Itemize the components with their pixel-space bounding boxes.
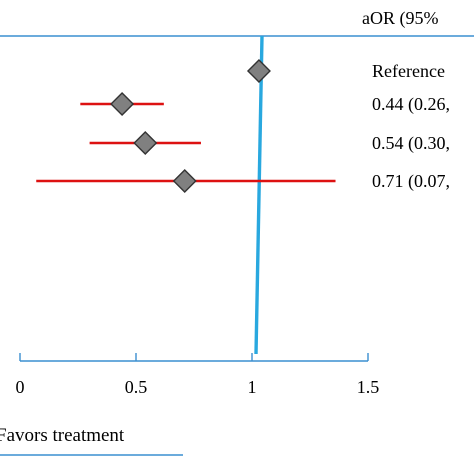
favors-area: Favors treatment xyxy=(0,425,183,456)
tick-label: 1 xyxy=(248,377,257,397)
column-header: aOR (95% xyxy=(362,8,438,29)
reference-line xyxy=(254,35,264,355)
estimate-marker xyxy=(110,92,135,116)
estimate-label: 0.44 (0.26, xyxy=(372,94,450,115)
tick-label: 1.5 xyxy=(357,377,380,397)
x-axis: 0 0.5 1 1.5 xyxy=(16,353,380,397)
favors-label: Favors treatment xyxy=(0,425,125,446)
reference-line-group xyxy=(254,35,264,355)
estimate-marker xyxy=(246,59,271,83)
estimate-label: 0.71 (0.07, xyxy=(372,171,450,192)
estimate-label: 0.54 (0.30, xyxy=(372,133,450,154)
estimate-label: Reference xyxy=(372,61,445,81)
header-area: aOR (95% xyxy=(0,8,474,37)
rows-group: Reference 0.44 (0.26, 0.54 (0.30, 0.71 (0.0… xyxy=(36,59,450,193)
estimate-marker xyxy=(172,169,197,193)
tick-label: 0.5 xyxy=(125,377,148,397)
tick-label: 0 xyxy=(16,377,25,397)
estimate-marker xyxy=(133,131,158,155)
